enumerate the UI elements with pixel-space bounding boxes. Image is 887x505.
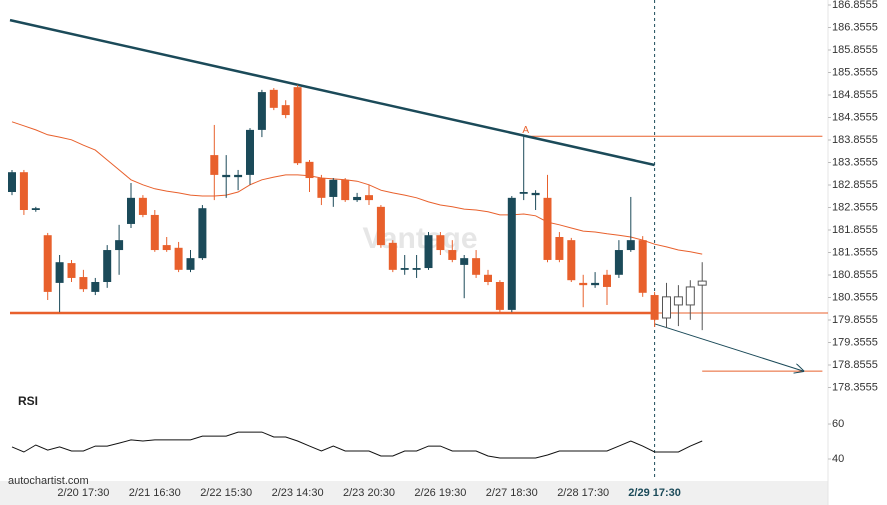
moving-average xyxy=(11,121,703,255)
x-tick-label: 2/21 16:30 xyxy=(129,487,181,499)
candle-body xyxy=(353,196,362,201)
candle-body xyxy=(555,236,564,260)
x-axis-band xyxy=(0,481,828,505)
candle-body xyxy=(198,208,207,259)
y-tick-label: 182.8555 xyxy=(832,179,878,191)
x-tick-label: 2/23 20:30 xyxy=(343,487,395,499)
y-tick-label: 181.8555 xyxy=(832,224,878,236)
y-tick-label: 179.8555 xyxy=(832,314,878,326)
candle-body xyxy=(55,262,64,283)
candle-body xyxy=(436,235,445,251)
candle-body xyxy=(317,178,326,198)
x-tick-label: 2/20 17:30 xyxy=(57,487,109,499)
x-tick-label: 2/28 17:30 xyxy=(557,487,609,499)
candle-body xyxy=(543,197,552,260)
candle-body xyxy=(376,206,385,246)
x-tick-label: 2/29 17:30 xyxy=(628,487,681,499)
candle-body xyxy=(222,174,231,178)
y-tick-label: 185.3555 xyxy=(832,66,878,78)
candle-body xyxy=(591,282,600,286)
candle-body xyxy=(484,274,492,282)
rsi-title: RSI xyxy=(18,394,38,408)
y-tick-label: 178.3555 xyxy=(832,381,878,393)
candle-body xyxy=(626,240,635,251)
source: autochartist.com xyxy=(8,475,89,487)
candle-body xyxy=(150,214,159,251)
rsi-tick-label: 40 xyxy=(832,453,844,465)
level-a-label: A xyxy=(522,125,529,136)
y-tick-label: 186.3555 xyxy=(832,21,878,33)
forecast-arrow xyxy=(654,323,804,371)
candle-body xyxy=(673,296,683,306)
candle-body xyxy=(138,197,147,215)
candle-body xyxy=(579,282,588,286)
y-tick-label: 182.3555 xyxy=(832,201,878,213)
candle-body xyxy=(448,250,457,260)
rsi-line xyxy=(11,431,703,459)
candle-body xyxy=(495,281,504,310)
candle-body xyxy=(685,286,695,306)
y-tick-label: 185.8555 xyxy=(832,44,878,56)
candle-body xyxy=(329,179,338,197)
candle-body xyxy=(293,87,302,164)
y-tick-label: 181.3555 xyxy=(832,246,878,258)
rsi-tick-label: 60 xyxy=(832,418,844,430)
x-tick-label: 2/26 19:30 xyxy=(414,487,466,499)
y-tick-label: 178.8555 xyxy=(832,359,878,371)
x-tick-label: 2/22 15:30 xyxy=(200,487,252,499)
candle-body xyxy=(472,258,481,275)
candle-body xyxy=(67,263,76,278)
candle-body xyxy=(43,235,52,292)
candle-body xyxy=(662,296,671,319)
candle-body xyxy=(269,89,278,108)
candle-body xyxy=(305,161,314,179)
candle-body xyxy=(281,105,290,116)
candle-body xyxy=(246,129,254,175)
candle-body xyxy=(162,245,171,251)
candle-body xyxy=(365,195,373,201)
candle-body xyxy=(519,191,528,194)
candle-body xyxy=(614,250,623,275)
y-tick-label: 186.8555 xyxy=(832,0,878,11)
candle-body xyxy=(507,197,516,310)
candle-body xyxy=(603,274,611,287)
candle-body xyxy=(424,235,433,269)
candle-body xyxy=(186,258,195,270)
candle-body xyxy=(127,197,135,224)
x-tick-label: 2/27 18:30 xyxy=(486,487,538,499)
candle-body xyxy=(650,295,659,320)
resistance-line xyxy=(9,18,655,167)
candle-body xyxy=(567,240,576,281)
candle-body xyxy=(460,258,469,265)
candle-body xyxy=(210,155,219,175)
candle-body xyxy=(91,281,100,292)
candle-body xyxy=(388,242,397,270)
x-tick-label: 2/23 14:30 xyxy=(272,487,324,499)
y-tick-label: 184.3555 xyxy=(832,111,878,123)
candle-body xyxy=(234,174,243,178)
candle-body xyxy=(400,268,409,270)
y-tick-label: 183.3555 xyxy=(832,156,878,168)
candle-body xyxy=(174,247,183,270)
candle-body xyxy=(8,172,16,192)
candle-body xyxy=(19,172,28,210)
y-tick-label: 180.3555 xyxy=(832,291,878,303)
candle-body xyxy=(638,240,647,293)
candle-body xyxy=(79,277,88,290)
y-tick-label: 180.8555 xyxy=(832,269,878,281)
y-tick-label: 183.8555 xyxy=(832,134,878,146)
candle-body xyxy=(103,250,112,282)
candle-body xyxy=(531,192,540,196)
candle-body xyxy=(697,280,707,286)
candle-body xyxy=(115,240,124,251)
candle-body xyxy=(31,208,40,210)
y-tick-label: 179.3555 xyxy=(832,336,878,348)
y-tick-label: 184.8555 xyxy=(832,89,878,101)
candle-body xyxy=(341,179,350,201)
candle-body xyxy=(412,268,421,270)
candle-body xyxy=(257,92,266,130)
